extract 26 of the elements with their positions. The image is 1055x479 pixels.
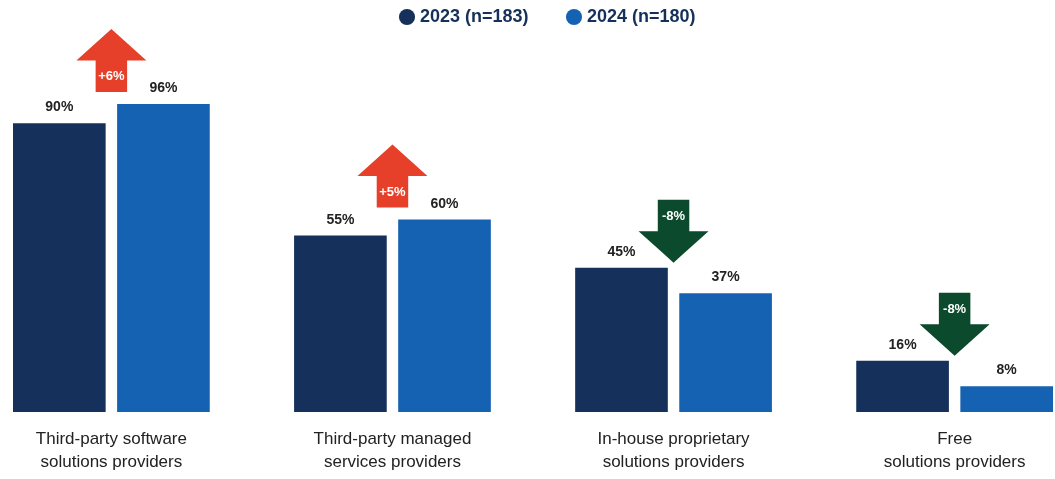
data-label: 90%	[45, 98, 74, 115]
x-tick-label: Free solutions providers	[883, 428, 1026, 471]
data-label: 45%	[607, 242, 637, 259]
bar	[679, 293, 772, 412]
data-label: 37%	[711, 268, 741, 285]
annotation: -8%	[943, 300, 967, 316]
annotation: -8%	[661, 207, 686, 223]
data-label: 96%	[149, 79, 178, 95]
data-label: 60%	[430, 194, 460, 211]
x-tick-label: In-house proprietary solutions providers	[597, 428, 751, 471]
bar	[398, 219, 491, 412]
legend-label: 2024 (n=180)	[587, 6, 696, 26]
data-label: 55%	[326, 210, 355, 227]
annotation: +5%	[379, 183, 407, 199]
x-tick-label: Third-party software solutions providers	[35, 428, 187, 471]
legend-label: 2023 (n=183)	[420, 6, 529, 26]
bar	[117, 104, 210, 412]
x-tick-label: Third-party managed services providers	[313, 428, 472, 471]
bar	[575, 267, 668, 412]
bar	[13, 123, 106, 412]
bar	[960, 386, 1053, 412]
data-label: 16%	[888, 335, 918, 352]
bar	[294, 235, 387, 412]
data-label: 8%	[996, 361, 1018, 378]
text: +6%	[98, 68, 125, 83]
bar	[856, 360, 949, 412]
